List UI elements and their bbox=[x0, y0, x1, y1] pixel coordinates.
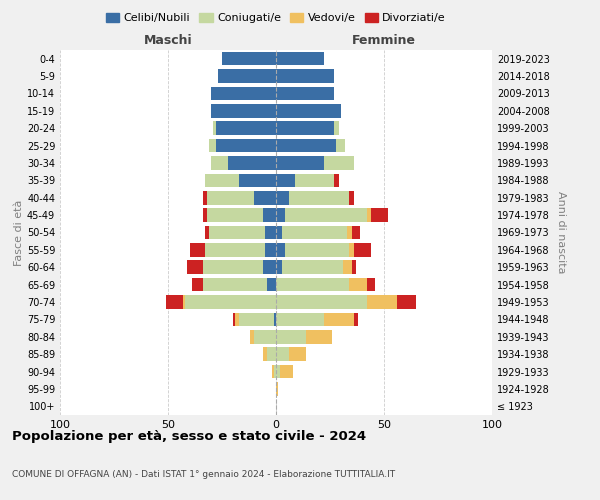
Bar bbox=[276, 52, 323, 66]
Bar bbox=[371, 208, 388, 222]
Bar bbox=[222, 52, 276, 66]
Bar bbox=[276, 365, 280, 378]
Bar bbox=[276, 295, 367, 309]
Bar bbox=[276, 139, 337, 152]
Bar bbox=[276, 191, 289, 204]
Legend: Celibi/Nubili, Coniugati/e, Vedovi/e, Divorziati/e: Celibi/Nubili, Coniugati/e, Vedovi/e, Di… bbox=[101, 8, 451, 28]
Bar bbox=[352, 226, 360, 239]
Bar bbox=[185, 295, 276, 309]
Text: Popolazione per età, sesso e stato civile - 2024: Popolazione per età, sesso e stato civil… bbox=[12, 430, 366, 443]
Bar bbox=[254, 191, 276, 204]
Bar bbox=[274, 365, 276, 378]
Bar bbox=[254, 330, 276, 344]
Bar bbox=[276, 348, 289, 361]
Bar bbox=[211, 156, 229, 170]
Bar bbox=[229, 156, 276, 170]
Bar bbox=[367, 278, 376, 291]
Bar bbox=[276, 330, 306, 344]
Bar bbox=[272, 365, 274, 378]
Bar bbox=[323, 156, 354, 170]
Bar bbox=[289, 191, 349, 204]
Text: COMUNE DI OFFAGNA (AN) - Dati ISTAT 1° gennaio 2024 - Elaborazione TUTTITALIA.IT: COMUNE DI OFFAGNA (AN) - Dati ISTAT 1° g… bbox=[12, 470, 395, 479]
Bar bbox=[203, 208, 207, 222]
Bar bbox=[276, 70, 334, 83]
Bar bbox=[268, 348, 276, 361]
Bar bbox=[207, 208, 263, 222]
Bar bbox=[205, 174, 239, 187]
Bar bbox=[207, 191, 254, 204]
Bar bbox=[183, 295, 185, 309]
Bar bbox=[274, 312, 276, 326]
Bar bbox=[276, 174, 295, 187]
Bar bbox=[276, 312, 323, 326]
Bar bbox=[306, 330, 332, 344]
Bar bbox=[397, 295, 416, 309]
Bar bbox=[209, 226, 265, 239]
Bar bbox=[203, 191, 207, 204]
Bar bbox=[250, 330, 254, 344]
Bar bbox=[218, 70, 276, 83]
Bar bbox=[349, 243, 354, 256]
Bar bbox=[367, 295, 397, 309]
Bar bbox=[235, 312, 239, 326]
Bar bbox=[276, 156, 323, 170]
Bar bbox=[239, 174, 276, 187]
Bar bbox=[276, 278, 349, 291]
Bar bbox=[349, 278, 367, 291]
Bar bbox=[192, 278, 203, 291]
Bar bbox=[263, 260, 276, 274]
Bar bbox=[215, 139, 276, 152]
Bar bbox=[295, 174, 334, 187]
Bar bbox=[187, 260, 203, 274]
Text: Femmine: Femmine bbox=[352, 34, 416, 46]
Bar bbox=[211, 104, 276, 118]
Bar bbox=[268, 278, 276, 291]
Bar bbox=[354, 312, 358, 326]
Bar bbox=[280, 365, 293, 378]
Bar bbox=[337, 139, 345, 152]
Bar bbox=[276, 104, 341, 118]
Bar bbox=[323, 312, 354, 326]
Bar bbox=[233, 312, 235, 326]
Bar bbox=[276, 382, 278, 396]
Bar bbox=[265, 226, 276, 239]
Bar bbox=[190, 243, 205, 256]
Bar bbox=[349, 191, 354, 204]
Bar bbox=[284, 208, 367, 222]
Bar bbox=[205, 226, 209, 239]
Bar bbox=[276, 86, 334, 100]
Bar bbox=[283, 226, 347, 239]
Bar bbox=[334, 174, 338, 187]
Bar bbox=[289, 348, 306, 361]
Bar bbox=[263, 348, 268, 361]
Bar bbox=[352, 260, 356, 274]
Bar bbox=[211, 86, 276, 100]
Bar bbox=[276, 226, 283, 239]
Bar bbox=[276, 243, 284, 256]
Bar bbox=[215, 122, 276, 135]
Bar bbox=[276, 208, 284, 222]
Bar bbox=[354, 243, 371, 256]
Bar bbox=[209, 139, 215, 152]
Bar bbox=[214, 122, 215, 135]
Bar bbox=[276, 260, 283, 274]
Bar bbox=[205, 243, 265, 256]
Bar bbox=[284, 243, 349, 256]
Bar bbox=[347, 226, 352, 239]
Bar bbox=[239, 312, 274, 326]
Bar bbox=[283, 260, 343, 274]
Bar bbox=[203, 260, 263, 274]
Text: Maschi: Maschi bbox=[143, 34, 193, 46]
Bar bbox=[263, 208, 276, 222]
Bar bbox=[367, 208, 371, 222]
Bar bbox=[203, 278, 268, 291]
Bar bbox=[276, 122, 334, 135]
Bar bbox=[166, 295, 183, 309]
Bar bbox=[334, 122, 338, 135]
Y-axis label: Fasce di età: Fasce di età bbox=[14, 200, 24, 266]
Y-axis label: Anni di nascita: Anni di nascita bbox=[556, 191, 566, 274]
Bar bbox=[265, 243, 276, 256]
Bar bbox=[343, 260, 352, 274]
